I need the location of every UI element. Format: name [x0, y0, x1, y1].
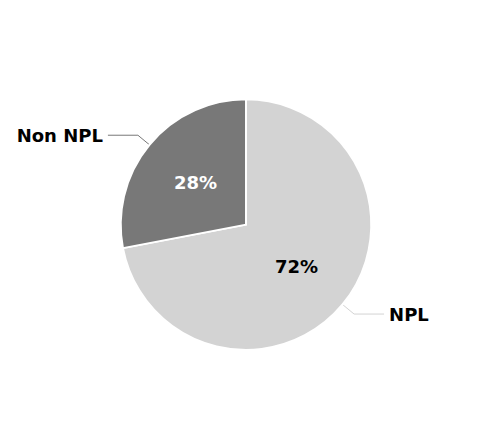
svg-text:28%: 28%	[174, 172, 217, 193]
svg-text:Non NPL: Non NPL	[17, 125, 103, 146]
svg-text:NPL: NPL	[389, 304, 429, 325]
svg-text:72%: 72%	[275, 256, 318, 277]
